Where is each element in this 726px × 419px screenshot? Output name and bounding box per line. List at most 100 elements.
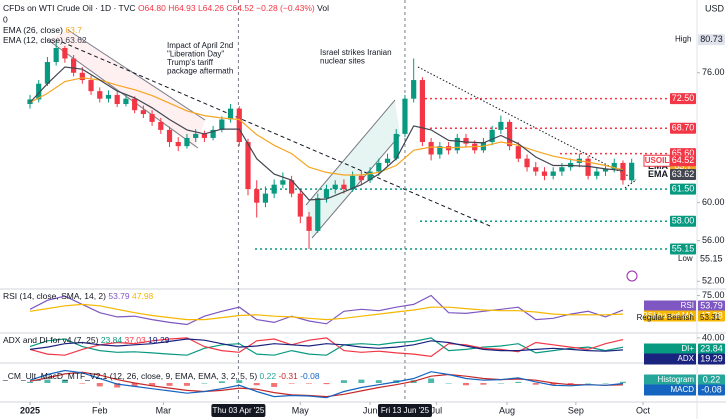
macd-title: _CM_Ult_MacD_MTF_V2.1 (12, 26, close, 9,…: [2, 371, 257, 381]
high-value-box: [698, 34, 725, 46]
histogram-bar: [271, 383, 278, 387]
vol-label: Vol: [317, 3, 329, 13]
candle-body: [79, 72, 85, 81]
ohlc: L64.26: [198, 3, 224, 13]
histogram-bar: [445, 383, 452, 384]
indicator-line: [29, 337, 624, 358]
histogram-bar: [480, 383, 487, 385]
histogram-bar: [585, 383, 592, 384]
header-line: CFDs on WTI Crude Oil · 1D · TVC O64.80 …: [3, 3, 329, 13]
series-value: 47.98: [700, 310, 723, 320]
falling-channel: [48, 30, 205, 148]
ohlc: C64.52: [226, 3, 254, 13]
histogram-bar: [619, 381, 626, 383]
ema-legend: EMA (12, close) 63.62: [3, 35, 87, 45]
rsi-ma-value: 47.98: [132, 291, 154, 301]
histogram-bar: [218, 381, 225, 383]
candle-body: [341, 184, 347, 190]
candle-body: [437, 146, 443, 155]
candle-body: [550, 171, 556, 176]
last-price: 64.52: [672, 155, 695, 165]
high-value: 80.73: [700, 34, 723, 44]
change: −0.28 (−0.43%): [256, 3, 315, 13]
series-value: 23.84: [700, 343, 723, 353]
x-tick-label: Jun: [363, 405, 378, 415]
series-value-box: [698, 384, 725, 396]
ema-name: EMA (12, close): [3, 35, 63, 45]
x-tick-label: Sep: [568, 405, 584, 415]
ema-legend: EMA (26, close) 63.7: [3, 25, 82, 35]
note: 53.31: [700, 313, 721, 322]
ema-line: [29, 66, 624, 201]
ohlc: H64.93: [168, 3, 196, 13]
candle-body: [105, 94, 112, 99]
series-value: 53.79: [700, 300, 723, 310]
histogram-bar: [183, 383, 190, 386]
channel-line: [305, 99, 396, 206]
candle-body: [193, 133, 199, 138]
candle-body: [323, 189, 330, 199]
y-tick-label: 76.00: [702, 67, 725, 77]
low-tag: Low: [678, 254, 693, 263]
ema-name: EMA (26, close): [3, 25, 63, 35]
trend-line: [624, 179, 637, 189]
candle-body: [149, 114, 155, 122]
alert-icon[interactable]: [626, 270, 638, 282]
candle-body: [419, 80, 425, 143]
histogram-bar: [253, 383, 260, 386]
histogram-bar: [358, 379, 365, 383]
series-tag-box: [644, 300, 696, 312]
histogram-bar: [201, 383, 208, 384]
x-tick-label: Mar: [156, 405, 172, 415]
ema-line: [29, 77, 624, 176]
annotation: nuclear sites: [320, 57, 365, 66]
series-value-box: [698, 310, 725, 322]
series-tag: Histogram: [658, 375, 695, 384]
x-tick-label: Thu 03 Apr '25: [213, 406, 265, 415]
candle-body: [454, 137, 460, 151]
histogram-bar: [550, 383, 557, 386]
candle-body: [602, 168, 609, 172]
candle-body: [350, 175, 356, 190]
ema-value: 63.62: [672, 169, 695, 179]
candle-body: [254, 189, 260, 203]
series-value-box: [698, 343, 725, 355]
series-tag: MACD: [670, 385, 694, 394]
candle-body: [97, 91, 103, 99]
candle-body: [541, 171, 548, 176]
indicator-line: [29, 338, 624, 352]
level-label: 58.00: [672, 216, 695, 226]
series-tag-box: [644, 374, 696, 386]
macd-legend: _CM_Ult_MacD_MTF_V2.1 (12, 26, close, 9,…: [2, 371, 320, 381]
candle-body: [533, 167, 539, 172]
histogram-bar: [44, 379, 51, 383]
ema-value-box: [670, 168, 696, 180]
candle-body: [402, 98, 408, 134]
series-tag: DI+: [681, 344, 694, 353]
histogram-bar: [463, 383, 469, 386]
x-tick-label: Oct: [636, 405, 651, 415]
series-value: -0.08: [701, 384, 722, 394]
histogram-bar: [602, 383, 609, 384]
level-label: 68.70: [672, 123, 695, 133]
series-tag-box: [644, 310, 696, 322]
candle-body: [114, 94, 120, 105]
candle-body: [184, 137, 190, 147]
candle-body: [219, 119, 225, 130]
histogram-bar: [532, 383, 539, 385]
series-tag-box: [644, 384, 696, 396]
level-label-box: [670, 215, 696, 227]
series-value-box: [698, 353, 725, 365]
candle-body: [44, 62, 51, 84]
series-tag: RSI: [681, 301, 694, 310]
marks: 76.00 60.00 56.00 52.00 2025 Feb Mar Thu 03 Apr…: [20, 0, 725, 417]
ema-tag-box: [646, 168, 670, 180]
candle-body: [315, 198, 321, 231]
candle-body: [71, 58, 77, 73]
histogram-bar: [27, 381, 33, 383]
level-label: 72.50: [672, 93, 695, 103]
candle-body: [332, 184, 338, 190]
annotation: "Liberation Day": [167, 50, 224, 59]
